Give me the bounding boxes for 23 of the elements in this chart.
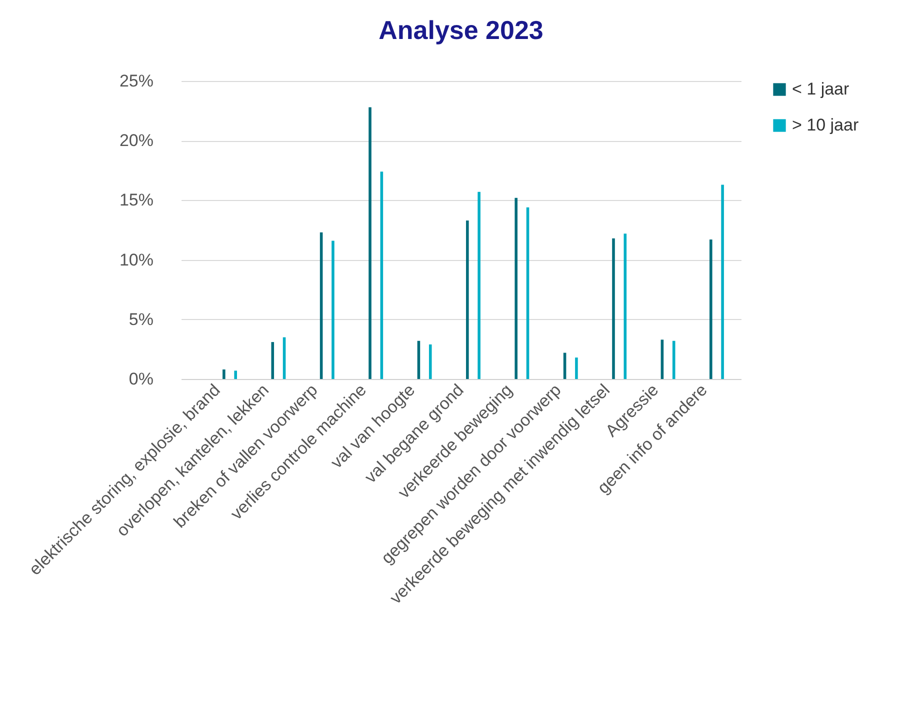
chart-title: Analyse 2023 — [378, 15, 544, 45]
bar — [332, 240, 334, 379]
bar — [721, 184, 724, 379]
y-tick-label: 10% — [119, 250, 154, 270]
bar — [234, 370, 237, 379]
legend-label: > 10 jaar — [792, 116, 859, 134]
y-tick-label: 20% — [119, 131, 154, 150]
bar — [660, 340, 664, 379]
bar — [514, 198, 518, 379]
bar — [709, 240, 712, 379]
y-tick-label: 25% — [119, 72, 154, 90]
bar — [368, 107, 372, 379]
bar — [428, 344, 432, 379]
bar — [466, 220, 469, 379]
bar — [575, 358, 578, 379]
y-tick-label: 0% — [128, 370, 154, 388]
bar — [271, 342, 274, 379]
y-tick-label: 15% — [119, 190, 154, 210]
bar — [612, 238, 615, 379]
legend-label: < 1 jaar — [792, 80, 850, 98]
y-tick-label: 5% — [128, 310, 154, 329]
bar — [222, 369, 226, 379]
bar — [478, 192, 480, 379]
